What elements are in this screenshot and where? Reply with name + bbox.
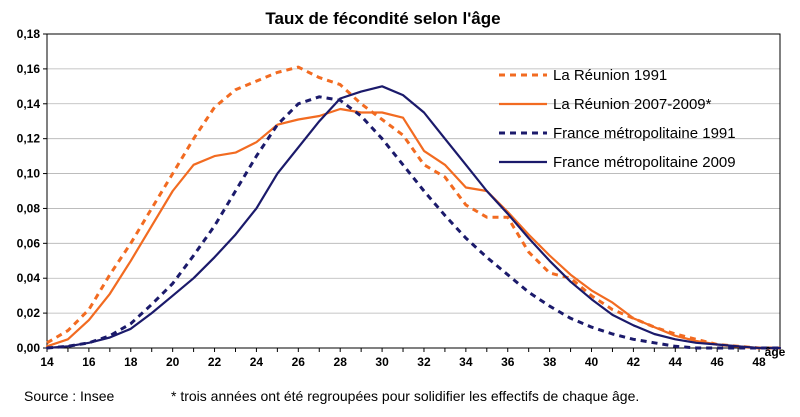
y-tick-label: 0,00 [17,341,41,355]
plot-frame [46,33,781,349]
x-tick-label: 48 [752,355,766,369]
x-tick-label: 20 [166,355,180,369]
x-tick-label: 46 [710,355,724,369]
legend-label-2: La Réunion 2007-2009* [553,96,712,113]
x-tick-label: 42 [627,355,641,369]
legend-label-1: La Réunion 1991 [553,67,667,84]
legend-label-3: France métropolitaine 1991 [553,125,736,142]
y-tick-label: 0,06 [17,236,41,250]
y-tick-label: 0,16 [17,62,41,76]
y-tick-label: 0,08 [17,201,41,215]
axes: 0,00 0,02 0,04 0,06 0,08 0,10 0,12 0,14 0,16 0,18… [17,27,781,369]
y-tick-label: 0,10 [17,167,41,181]
x-tick-label: 36 [501,355,515,369]
series-line-1 [46,65,780,350]
legend-label-4: France métropolitaine 2009 [553,154,736,171]
x-tick-label: 26 [292,355,306,369]
x-tick-label: 34 [459,355,473,369]
x-tick-label: 30 [375,355,389,369]
y-tick-label: 0,04 [17,271,41,285]
footnote: * trois années ont été regroupées pour s… [171,388,639,404]
x-tick-label: 44 [669,355,683,369]
x-tick-label: 24 [250,355,264,369]
x-tick-label: 22 [208,355,222,369]
x-tick-label: 40 [585,355,599,369]
x-tick-label: 18 [124,355,138,369]
series-line-2 [45,107,782,350]
grid [47,33,780,314]
series-line-4 [45,85,782,350]
x-tick-label: 28 [334,355,348,369]
y-tick-label: 0,14 [17,97,41,111]
y-tick-label: 0,02 [17,306,41,320]
chart-title: Taux de fécondité selon l'âge [265,9,500,28]
x-tick-label: 16 [82,355,96,369]
x-tick-label: 38 [543,355,557,369]
series-layer [45,65,782,350]
source-note: Source : Insee [24,388,114,404]
x-axis-label: âge [765,345,786,359]
y-tick-label: 0,18 [17,27,41,41]
x-tick-label: 14 [40,355,54,369]
y-tick-label: 0,12 [17,132,41,146]
series-line-3 [46,95,780,350]
legend: La Réunion 1991 La Réunion 2007-2009* Fran… [499,67,736,171]
x-tick-label: 32 [417,355,431,369]
